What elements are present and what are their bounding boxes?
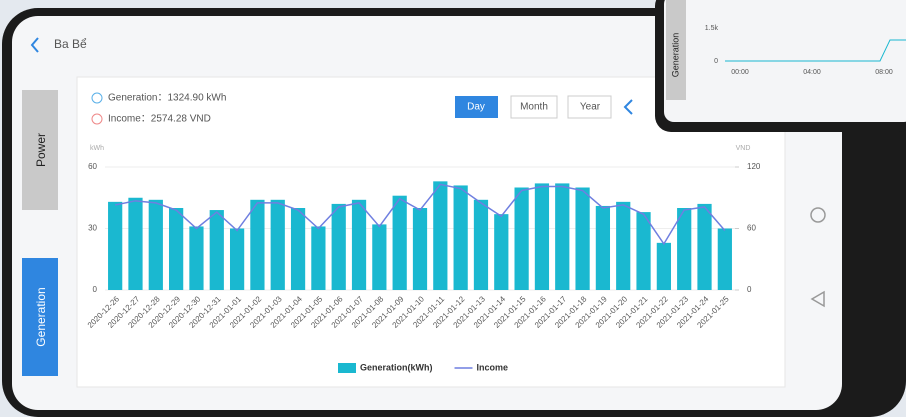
y2-axis-unit: VND [736,145,751,152]
legend-swatch [338,363,356,373]
page: Ba Bể Power Generation Generation：1324.9… [0,0,906,417]
bar [108,202,122,290]
bar [596,206,610,290]
summary-generation: Generation：1324.90 kWh [108,93,226,104]
y-tick-label: 30 [88,224,97,233]
bar [393,196,407,290]
bar [616,202,630,290]
bar [291,208,305,290]
inset-y-tick: 1.5k [705,25,719,32]
bar [454,185,468,290]
legend-label: Income [477,362,509,372]
y-axis-unit: kWh [90,145,104,152]
bar [210,210,224,290]
bar [189,226,203,290]
y-tick-label: 0 [93,285,98,294]
screen: Ba Bể Power Generation Generation：1324.9… [0,0,906,417]
legend-label: Generation(kWh) [360,362,433,372]
bar [372,224,386,290]
bar [718,229,732,291]
bar [230,229,244,291]
inset-x-tick: 00:00 [731,69,749,76]
bar [433,181,447,290]
bar [555,183,569,290]
bar [149,200,163,290]
bar [697,204,711,290]
bar [311,226,325,290]
button-label: Year [580,102,601,113]
bar [169,208,183,290]
button-label: Month [520,102,548,113]
inset-y-tick: 0 [714,58,718,65]
inset-x-tick: 08:00 [875,69,893,76]
bar [657,243,671,290]
y2-tick-label: 0 [747,285,752,294]
bar [271,200,285,290]
bar [494,214,508,290]
location-title: Ba Bể [54,37,87,51]
bar [332,204,346,290]
inset-x-tick: 04:00 [803,69,821,76]
bar [677,208,691,290]
button-label: Day [467,102,485,113]
bar [250,200,264,290]
tab-label: Generation [34,287,48,346]
bar [535,183,549,290]
y2-tick-label: 60 [747,224,756,233]
y2-tick-label: 120 [747,162,761,171]
bar [474,200,488,290]
bar [636,212,650,290]
bar [515,188,529,291]
y-tick-label: 60 [88,162,97,171]
bar [575,188,589,291]
tab-label: Power [34,133,48,167]
bar [128,198,142,290]
summary-income: Income：2574.28 VND [108,114,211,125]
bar [413,208,427,290]
bar [352,200,366,290]
inset-tab-label: Generation [670,33,680,78]
